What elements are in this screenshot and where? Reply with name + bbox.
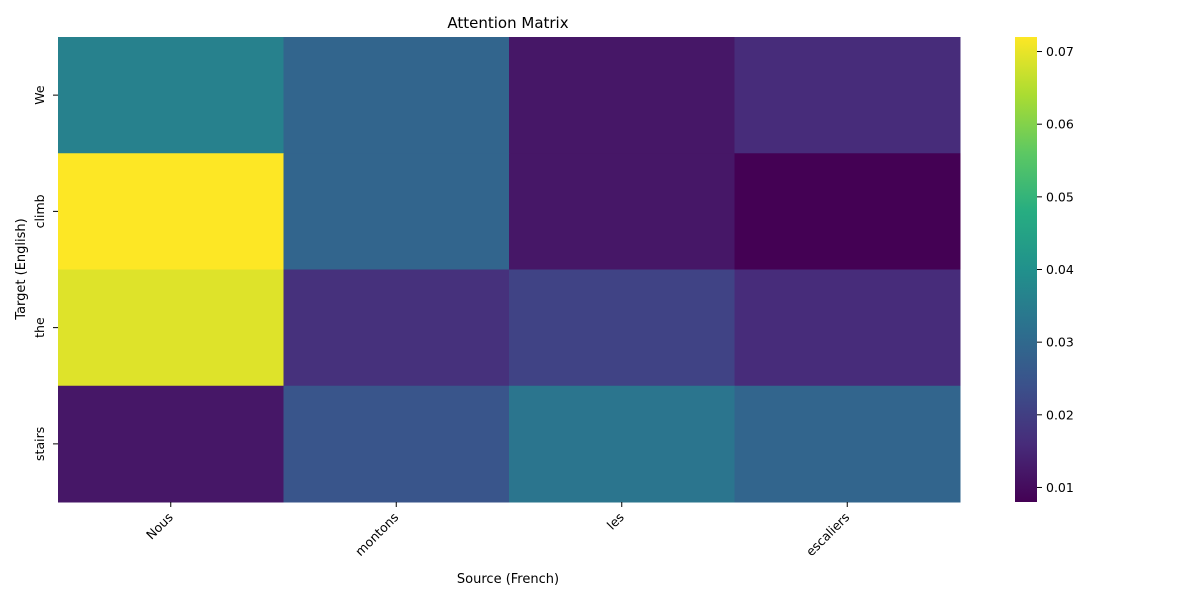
x-tick-label: escaliers xyxy=(803,510,853,560)
y-tick-label: We xyxy=(32,85,47,105)
heatmap-cell xyxy=(283,385,510,503)
heatmap-cell xyxy=(734,269,961,387)
colorbar-tick-label: 0.07 xyxy=(1046,44,1074,59)
heatmap-cell xyxy=(509,153,735,270)
colorbar-tick-label: 0.03 xyxy=(1046,335,1074,350)
colorbar: 0.01 0.02 0.03 0.04 0.05 0.06 0.07 xyxy=(1015,37,1074,502)
heatmap-cell xyxy=(283,269,510,387)
colorbar-tick-label: 0.01 xyxy=(1046,480,1074,495)
heatmap-cell xyxy=(734,37,961,154)
x-tick-label: montons xyxy=(352,510,401,559)
x-tick-label: Nous xyxy=(143,510,176,543)
chart-title: Attention Matrix xyxy=(447,14,568,32)
x-tick-label: les xyxy=(604,510,627,533)
y-tick-label: climb xyxy=(32,194,47,228)
heatmap-cell xyxy=(58,385,284,503)
y-tick-label: the xyxy=(32,317,47,338)
y-axis-ticks: We climb the stairs xyxy=(32,85,58,461)
heatmap-cell xyxy=(509,269,735,387)
heatmap-cell xyxy=(283,37,510,154)
y-tick-label: stairs xyxy=(32,427,47,461)
colorbar-tick-label: 0.04 xyxy=(1046,262,1074,277)
heatmap-cell xyxy=(509,385,735,503)
heatmap-cell xyxy=(58,37,284,154)
heatmap-cell xyxy=(283,153,510,270)
heatmap-cells xyxy=(58,37,961,503)
heatmap-cell xyxy=(58,269,284,387)
x-axis-label: Source (French) xyxy=(457,572,559,587)
colorbar-ticks: 0.01 0.02 0.03 0.04 0.05 0.06 0.07 xyxy=(1037,44,1074,495)
x-axis-ticks: Nous montons les escaliers xyxy=(143,502,852,559)
y-axis-label: Target (English) xyxy=(14,218,29,320)
colorbar-gradient xyxy=(1015,37,1037,502)
colorbar-tick-label: 0.05 xyxy=(1046,189,1074,204)
heatmap-cell xyxy=(734,153,961,270)
heatmap-cell xyxy=(734,385,961,503)
colorbar-tick-label: 0.02 xyxy=(1046,407,1074,422)
heatmap-cell xyxy=(509,37,735,154)
heatmap-cell xyxy=(58,153,284,270)
colorbar-tick-label: 0.06 xyxy=(1046,117,1074,132)
